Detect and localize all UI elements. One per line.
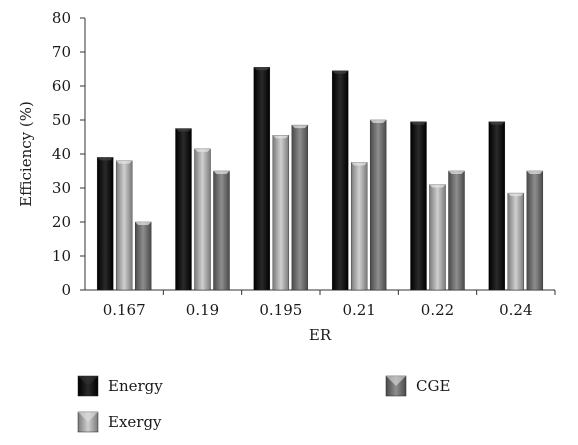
y-axis: 0 10 20 30 40 50 60 70 80: [52, 9, 86, 299]
y-tick-label: 60: [52, 77, 71, 95]
x-tick-label: 0.24: [499, 301, 532, 319]
legend-swatch-bevel: [386, 376, 406, 386]
bar-exergy-0.195: [272, 135, 290, 291]
bar-bevel: [97, 157, 114, 161]
bar-exergy-0.19: [194, 148, 211, 291]
x-tick-label: 0.19: [186, 301, 219, 319]
legend-swatch-bevel: [78, 412, 98, 422]
bar-bevel: [332, 70, 349, 74]
bar-bevel: [253, 67, 270, 71]
bar-bevel: [135, 222, 152, 225]
x-axis-title: ER: [309, 326, 332, 344]
bar-bevel: [488, 121, 505, 125]
bar-energy-0.195: [253, 67, 271, 291]
bar-cge-0.22: [448, 170, 465, 291]
bar-energy-0.19: [175, 128, 192, 291]
bar-exergy-0.22: [429, 184, 446, 291]
bar-bevel: [351, 162, 368, 166]
bar-cge-0.21: [369, 119, 387, 291]
bar-bevel: [272, 135, 289, 139]
bar-energy-0.22: [410, 121, 427, 291]
y-tick-group: 0 10 20 30 40 50 60 70 80: [52, 9, 85, 299]
bar-bevel: [507, 193, 524, 197]
legend: Energy Exergy CGE: [77, 375, 450, 433]
bar-bevel: [175, 128, 192, 132]
y-tick-label: 50: [52, 111, 71, 129]
bar-exergy-0.167: [115, 160, 133, 291]
legend-label-energy: Energy: [108, 377, 163, 395]
y-tick-label: 40: [52, 145, 71, 163]
bar-bevel: [213, 171, 230, 174]
y-tick-label: 70: [52, 43, 71, 61]
bar-bevel: [429, 184, 446, 188]
y-tick-label: 10: [52, 247, 71, 265]
bar-bevel: [410, 121, 427, 125]
bar-exergy-0.21: [350, 162, 368, 291]
bar-bevel: [448, 171, 465, 174]
y-tick-label: 0: [61, 281, 71, 299]
x-tick-label: 0.195: [259, 301, 302, 319]
bar-exergy-0.24: [507, 192, 525, 291]
legend-swatch-bevel: [78, 376, 98, 386]
bar-bevel: [116, 160, 133, 164]
bar-cge-0.24: [526, 170, 544, 291]
y-axis-title: Efficiency (%): [17, 101, 35, 207]
bar-bevel: [526, 171, 543, 174]
bars-group: [96, 67, 544, 291]
y-tick-label: 30: [52, 179, 71, 197]
x-axis: 0.167 0.19 0.195 0.21 0.22 0.24: [85, 289, 556, 319]
x-tick-group: 0.167 0.19 0.195 0.21 0.22 0.24: [103, 290, 556, 319]
bar-energy-0.24: [488, 121, 506, 291]
x-tick-label: 0.21: [342, 301, 375, 319]
legend-label-cge: CGE: [416, 377, 450, 395]
bar-energy-0.21: [331, 70, 349, 291]
bar-cge-0.195: [291, 124, 309, 291]
bar-energy-0.167: [96, 157, 114, 291]
y-tick-label: 80: [52, 9, 71, 27]
bar-cge-0.19: [213, 170, 230, 291]
bar-bevel: [194, 148, 211, 152]
x-tick-label: 0.22: [421, 301, 454, 319]
x-tick-label: 0.167: [103, 301, 146, 319]
y-tick-label: 20: [52, 213, 71, 231]
bar-bevel: [370, 120, 387, 123]
bar-cge-0.167: [134, 221, 152, 291]
legend-label-exergy: Exergy: [108, 413, 162, 431]
bar-bevel: [291, 125, 308, 129]
